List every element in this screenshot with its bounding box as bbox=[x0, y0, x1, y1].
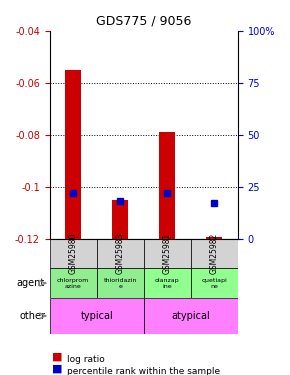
Text: GSM25981: GSM25981 bbox=[163, 233, 172, 274]
FancyBboxPatch shape bbox=[50, 238, 97, 268]
FancyBboxPatch shape bbox=[191, 268, 238, 298]
Text: thioridazin
e: thioridazin e bbox=[104, 278, 137, 289]
FancyBboxPatch shape bbox=[97, 238, 144, 268]
FancyBboxPatch shape bbox=[144, 298, 238, 334]
Bar bbox=[159, 132, 175, 238]
FancyBboxPatch shape bbox=[144, 238, 191, 268]
Title: GDS775 / 9056: GDS775 / 9056 bbox=[96, 15, 191, 28]
FancyBboxPatch shape bbox=[50, 268, 97, 298]
Bar bbox=[206, 237, 222, 238]
Text: typical: typical bbox=[80, 311, 113, 321]
Text: ■: ■ bbox=[52, 363, 63, 373]
FancyBboxPatch shape bbox=[144, 268, 191, 298]
Bar bbox=[65, 70, 81, 238]
Text: chlorprom
azine: chlorprom azine bbox=[57, 278, 89, 289]
Bar bbox=[112, 200, 128, 238]
Text: quetiapi
ne: quetiapi ne bbox=[201, 278, 227, 289]
FancyBboxPatch shape bbox=[50, 298, 144, 334]
Text: log ratio: log ratio bbox=[67, 356, 104, 364]
FancyBboxPatch shape bbox=[97, 268, 144, 298]
Text: percentile rank within the sample: percentile rank within the sample bbox=[67, 367, 220, 375]
Text: ■: ■ bbox=[52, 352, 63, 362]
Text: olanzap
ine: olanzap ine bbox=[155, 278, 180, 289]
Text: agent: agent bbox=[17, 278, 45, 288]
Text: atypical: atypical bbox=[171, 311, 210, 321]
Text: GSM25982: GSM25982 bbox=[210, 233, 219, 274]
Text: GSM25980: GSM25980 bbox=[69, 233, 78, 274]
Text: other: other bbox=[19, 311, 45, 321]
Text: GSM25983: GSM25983 bbox=[116, 233, 125, 274]
FancyBboxPatch shape bbox=[191, 238, 238, 268]
